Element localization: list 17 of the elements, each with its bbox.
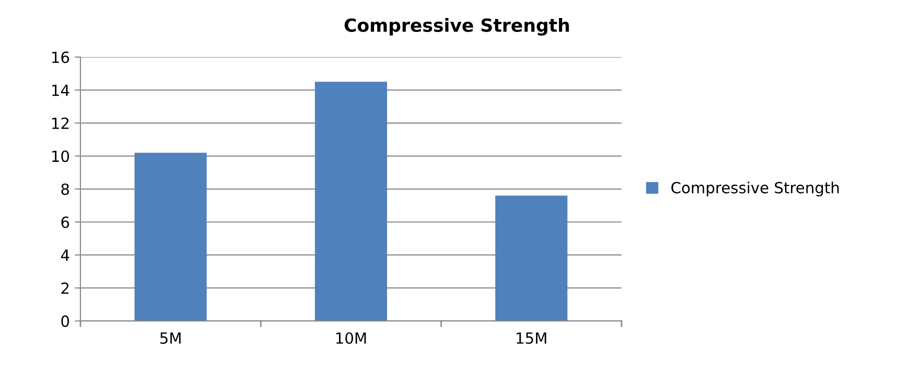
y-tick-label: 0 bbox=[61, 315, 69, 327]
y-tick-label: 16 bbox=[52, 52, 70, 64]
bar bbox=[495, 196, 568, 321]
x-tick-label: 15M bbox=[516, 332, 546, 344]
y-tick-label: 10 bbox=[52, 150, 69, 162]
chart-title: Compressive Strength bbox=[344, 18, 569, 36]
y-tick-label: 14 bbox=[52, 84, 70, 96]
y-tick-label: 2 bbox=[61, 282, 68, 294]
y-tick-label: 12 bbox=[52, 118, 68, 129]
y-tick-label: 8 bbox=[61, 183, 69, 196]
y-tick-label: 4 bbox=[61, 250, 70, 261]
bar bbox=[314, 82, 388, 321]
x-tick-label: 5M bbox=[160, 332, 181, 344]
y-tick-label: 6 bbox=[61, 216, 70, 228]
x-tick-label: 10M bbox=[336, 332, 366, 344]
bar bbox=[134, 152, 207, 321]
legend-label: Compressive Strength bbox=[671, 182, 839, 196]
